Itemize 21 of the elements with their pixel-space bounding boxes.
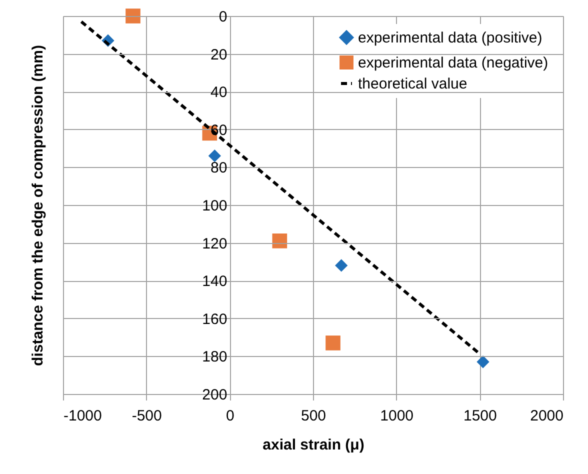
y-tick-label: 140 <box>202 273 228 290</box>
x-axis-title: axial strain (μ) <box>262 436 364 454</box>
x-tick-label: 1000 <box>380 408 414 424</box>
x-tick-label: 1500 <box>463 408 497 424</box>
x-tick-label: 2000 <box>530 408 564 424</box>
y-tick-label: 180 <box>202 348 228 366</box>
x-tick-label: -1000 <box>64 408 102 424</box>
y-axis-title: distance from the edge of compression (mm) <box>30 45 46 366</box>
legend-label: experimental data (positive) <box>358 30 542 46</box>
y-tick-label: 120 <box>202 235 228 252</box>
y-tick-label: 200 <box>202 386 228 404</box>
x-tick-label: -500 <box>132 408 162 424</box>
x-tick-label: 500 <box>300 408 326 424</box>
y-tick-label: 100 <box>202 198 228 214</box>
legend-label: experimental data (negative) <box>358 54 548 72</box>
y-tick-label: 20 <box>210 46 228 64</box>
y-tick-label: 160 <box>202 310 228 328</box>
legend-label: theoretical value <box>358 76 468 92</box>
y-tick-label: 0 <box>218 8 228 26</box>
y-tick-label: 40 <box>210 84 228 102</box>
y-tick-label: 80 <box>210 160 228 177</box>
